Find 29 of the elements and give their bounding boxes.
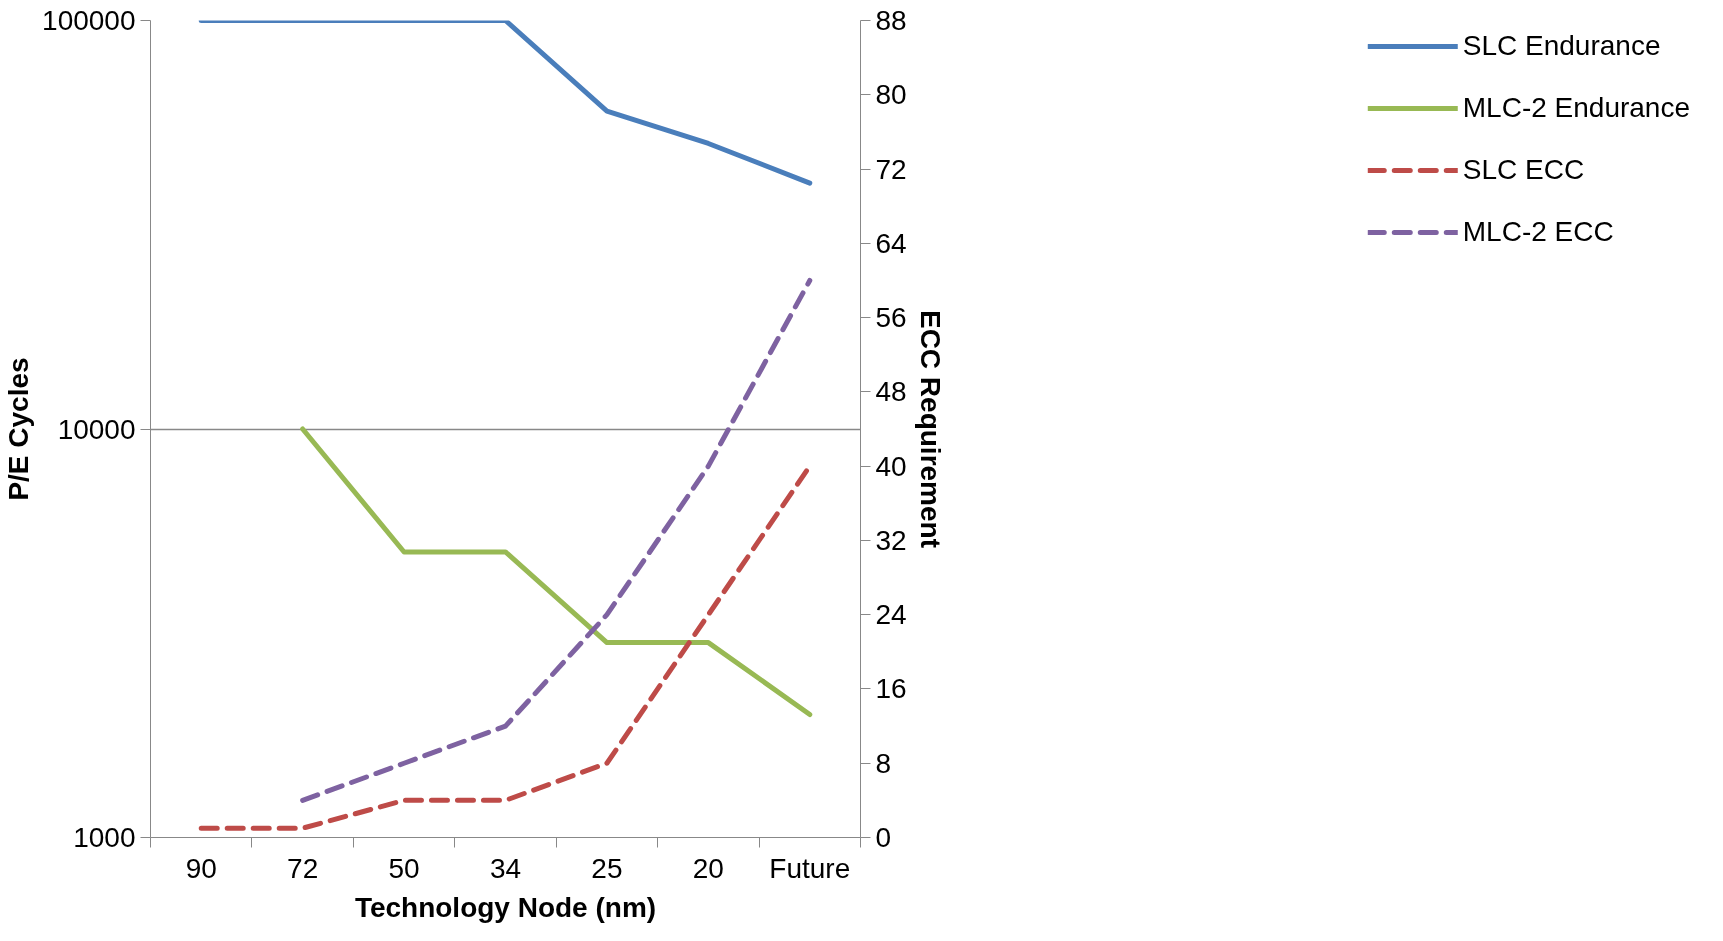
- x-tick-label: 34: [489, 852, 522, 884]
- y-tick-label: 100000: [42, 5, 136, 36]
- legend-label: MLC-2 Endurance: [1462, 92, 1690, 124]
- legend-label: MLC-2 ECC: [1462, 216, 1614, 248]
- x-tick-label: 90: [185, 852, 217, 884]
- y-axis-title: P/E Cycles: [3, 357, 35, 501]
- x-tick-label: 25: [591, 852, 623, 884]
- y2-axis-title: ECC Requirement: [914, 309, 946, 549]
- y-tick-label: 10000: [57, 413, 136, 445]
- x-tick-label: 50: [388, 852, 420, 884]
- x-axis-title: Technology Node (nm): [354, 891, 657, 923]
- x-tick-label: 20: [692, 852, 724, 884]
- y2-tick-label: 16: [875, 673, 907, 705]
- x-tick-label: 72: [287, 852, 319, 884]
- y2-tick-label: 56: [875, 302, 907, 334]
- y-tick-label: 1000: [73, 822, 136, 853]
- y2-tick-label: 40: [875, 450, 907, 482]
- y2-tick-label: 88: [875, 5, 907, 36]
- y2-tick-label: 24: [875, 599, 907, 631]
- y2-tick-label: 64: [875, 227, 907, 259]
- y2-tick-label: 48: [875, 376, 907, 408]
- legend-label: SLC Endurance: [1462, 30, 1661, 62]
- y2-tick-label: 32: [875, 524, 907, 556]
- legend-label: SLC ECC: [1462, 154, 1585, 186]
- x-tick-label: Future: [769, 852, 851, 884]
- y2-tick-label: 8: [875, 747, 892, 779]
- y2-tick-label: 72: [875, 153, 907, 185]
- y2-tick-label: 0: [875, 822, 892, 853]
- y2-tick-label: 80: [875, 79, 907, 111]
